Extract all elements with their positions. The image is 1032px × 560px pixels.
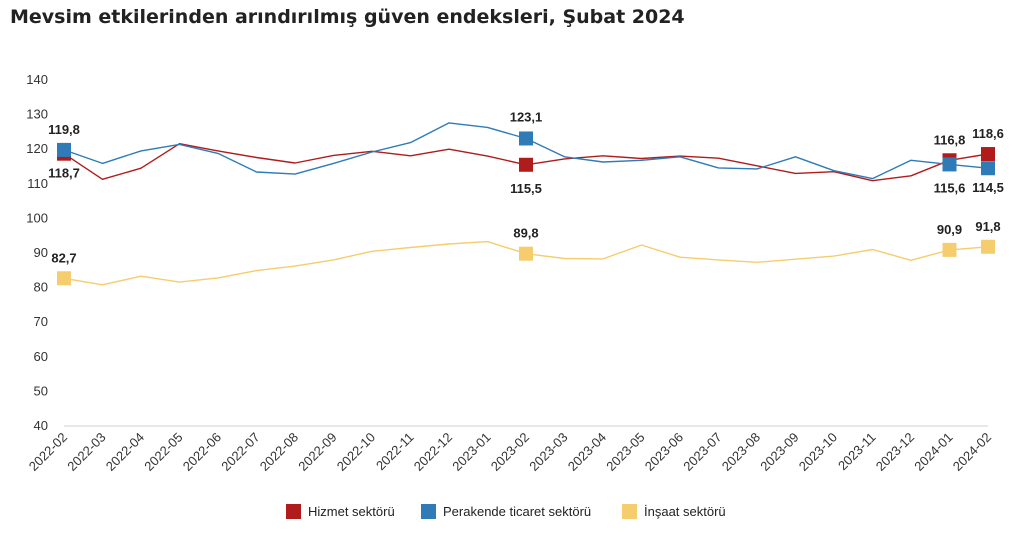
x-tick-label: 2023-04: [565, 430, 609, 474]
data-marker: [57, 142, 71, 157]
x-tick-label: 2022-12: [411, 430, 455, 474]
legend-label: Hizmet sektörü: [308, 504, 395, 519]
y-tick-label: 130: [26, 107, 48, 122]
legend-label: Perakende ticaret sektörü: [443, 504, 591, 519]
y-tick-label: 140: [26, 72, 48, 87]
x-tick-label: 2024-02: [950, 430, 994, 474]
x-tick-label: 2024-01: [911, 430, 955, 474]
x-tick-label: 2023-12: [873, 430, 917, 474]
data-label: 118,6: [972, 126, 1004, 141]
data-marker: [519, 131, 533, 146]
x-tick-label: 2022-07: [218, 430, 262, 474]
x-tick-label: 2023-05: [603, 430, 647, 474]
x-tick-label: 2022-06: [180, 430, 224, 474]
data-marker: [981, 161, 995, 176]
x-tick-label: 2022-11: [373, 430, 417, 474]
legend-swatch: [622, 504, 637, 519]
x-tick-label: 2023-06: [642, 430, 686, 474]
x-tick-label: 2023-11: [835, 430, 879, 474]
x-tick-label: 2022-03: [64, 430, 108, 474]
chart-title: Mevsim etkilerinden arındırılmış güven e…: [10, 6, 685, 28]
data-label: 115,6: [934, 180, 966, 195]
data-marker: [981, 147, 995, 162]
y-tick-label: 90: [34, 245, 48, 260]
x-tick-label: 2023-08: [719, 430, 763, 474]
x-tick-label: 2022-08: [257, 430, 301, 474]
data-label: 114,5: [972, 180, 1004, 195]
data-label: 90,9: [937, 222, 962, 237]
y-tick-label: 40: [34, 418, 48, 433]
x-tick-label: 2023-09: [757, 430, 801, 474]
data-marker: [981, 239, 995, 254]
data-label: 123,1: [510, 109, 543, 124]
x-tick-label: 2022-02: [26, 430, 70, 474]
x-tick-label: 2023-03: [526, 430, 570, 474]
y-tick-label: 100: [26, 210, 48, 225]
x-tick-label: 2022-10: [334, 430, 378, 474]
data-label: 119,8: [48, 122, 80, 137]
x-tick-label: 2022-05: [141, 430, 185, 474]
x-tick-label: 2023-02: [488, 430, 532, 474]
data-label: 118,7: [48, 166, 80, 181]
x-tick-label: 2022-09: [295, 430, 339, 474]
x-tick-label: 2023-07: [680, 430, 724, 474]
data-label: 82,7: [51, 250, 76, 265]
y-tick-label: 80: [34, 280, 48, 295]
x-tick-label: 2023-10: [796, 430, 840, 474]
data-marker: [519, 246, 533, 261]
y-tick-label: 60: [34, 349, 48, 364]
legend-swatch: [421, 504, 436, 519]
data-label: 116,8: [934, 132, 966, 147]
y-tick-label: 70: [34, 314, 48, 329]
y-tick-label: 110: [27, 176, 48, 191]
data-marker: [942, 157, 957, 172]
y-tick-label: 50: [34, 383, 48, 398]
legend-swatch: [286, 504, 301, 519]
x-tick-label: 2022-04: [103, 430, 147, 474]
y-tick-label: 120: [26, 141, 48, 156]
data-label: 91,8: [975, 219, 1000, 234]
data-marker: [57, 271, 71, 286]
x-tick-label: 2023-01: [449, 430, 493, 474]
data-label: 115,5: [510, 181, 542, 196]
data-marker: [519, 157, 533, 172]
data-marker: [942, 242, 957, 257]
data-label: 89,8: [513, 226, 538, 241]
legend-label: İnşaat sektörü: [644, 504, 726, 519]
